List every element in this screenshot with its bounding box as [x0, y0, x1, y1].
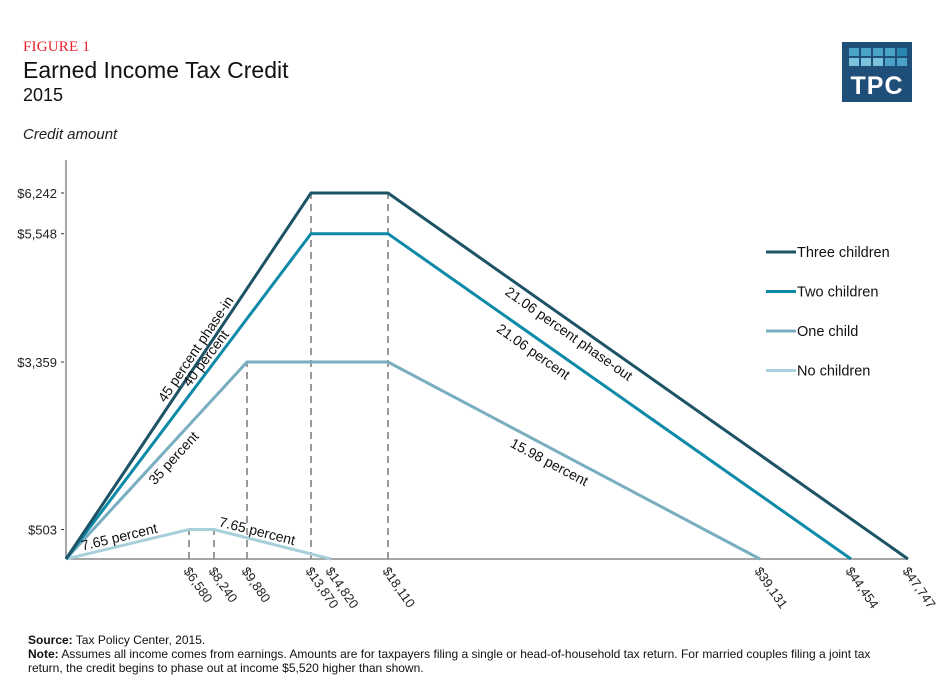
chart-subtitle: 2015 — [23, 85, 64, 105]
x-tick-label: $39,131 — [752, 564, 791, 611]
source-line: Source: Tax Policy Center, 2015. — [28, 633, 908, 647]
logo-tile — [885, 58, 895, 66]
axes: $6,242$5,548$3,359$503$6,580$8,240$9,880… — [17, 160, 939, 611]
chart-title: Earned Income Tax Credit — [23, 57, 289, 83]
logo-text: TPC — [850, 72, 904, 100]
y-tick-label: $5,548 — [17, 227, 57, 242]
logo-tile — [873, 48, 883, 56]
series-lines — [64, 191, 909, 561]
legend: Three children Two children One child No ch… — [766, 245, 890, 380]
note-line: Note: Assumes all income comes from earn… — [28, 647, 908, 675]
figure-label: FIGURE 1 — [23, 39, 91, 55]
source-label: Source: — [28, 633, 73, 647]
note-label: Note: — [28, 647, 59, 661]
series-line-two-children — [64, 232, 852, 561]
guide-lines — [188, 193, 389, 559]
logo-tile — [849, 48, 859, 56]
y-tick-label: $3,359 — [17, 355, 57, 370]
logo-tile-grid — [849, 48, 907, 66]
slope-annotation: 35 percent — [145, 428, 202, 488]
legend-label: Two children — [797, 285, 878, 301]
logo-tile — [897, 58, 907, 66]
legend-label: One child — [797, 324, 858, 340]
note-text: Assumes all income comes from earnings. … — [28, 647, 871, 675]
tpc-logo: TPC — [842, 42, 912, 102]
x-tick-label: $47,747 — [900, 564, 939, 611]
series-line-three-children — [64, 191, 909, 561]
y-axis-label: Credit amount — [23, 126, 118, 143]
x-tick-label: $44,454 — [843, 564, 882, 611]
slope-annotation: 7.65 percent — [218, 514, 297, 549]
logo-tile — [849, 58, 859, 66]
x-tick-label: $18,110 — [380, 564, 419, 610]
series-line-no-children — [65, 528, 332, 561]
source-text: Tax Policy Center, 2015. — [72, 633, 206, 647]
logo-tile — [861, 58, 871, 66]
x-tick-label: $9,880 — [239, 564, 274, 605]
series-line-one-child — [64, 360, 761, 561]
footer-notes: Source: Tax Policy Center, 2015. Note: A… — [28, 633, 908, 675]
logo-tile — [885, 48, 895, 56]
y-tick-label: $6,242 — [17, 186, 57, 201]
legend-label: No children — [797, 364, 870, 380]
logo-tile — [873, 58, 883, 66]
legend-label: Three children — [797, 245, 890, 261]
y-tick-label: $503 — [28, 523, 57, 538]
logo-tile — [897, 48, 907, 56]
logo-tile — [861, 48, 871, 56]
